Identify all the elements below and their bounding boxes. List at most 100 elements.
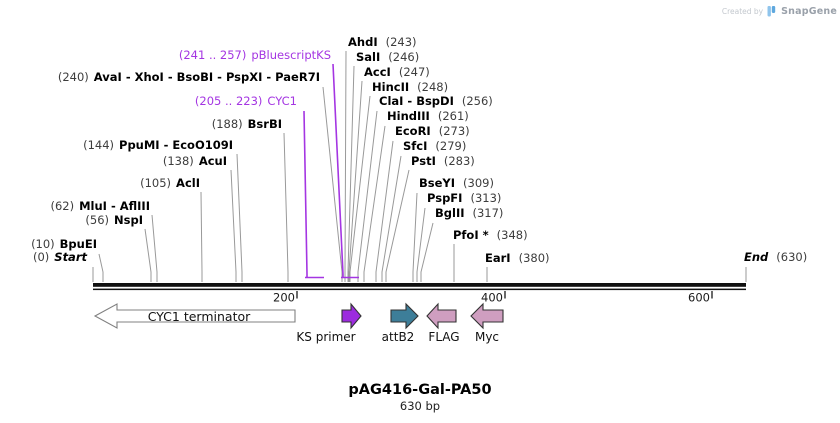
enzyme-name: PfoI *: [453, 228, 489, 242]
watermark: Created by SnapGene: [722, 5, 837, 18]
enzyme-name: BsrBI: [247, 117, 282, 131]
leader-nspi: [144, 228, 152, 282]
start-label: (0) Start: [33, 251, 87, 264]
enzyme-name: PstI: [411, 154, 436, 168]
enzyme-label-pfoi[interactable]: PfoI * (348): [453, 229, 528, 242]
feature-label-cyc1[interactable]: (205 .. 223) CYC1: [195, 95, 297, 108]
ks-primer-arrow[interactable]: [341, 302, 362, 330]
enzyme-label-pspfi[interactable]: PspFI (313): [427, 192, 501, 205]
enzyme-name: PpuMI - EcoO109I: [119, 138, 233, 152]
enzyme-name: SfcI: [403, 139, 428, 153]
enzyme-pos: (10): [31, 237, 55, 251]
enzyme-label-acci[interactable]: AccI (247): [364, 66, 430, 79]
enzyme-label-sfci[interactable]: SfcI (279): [403, 140, 466, 153]
enzyme-label-bglii[interactable]: BglII (317): [435, 207, 503, 220]
enzyme-pos: (188): [211, 117, 243, 131]
enzyme-label-nspi[interactable]: (56) NspI: [85, 214, 143, 227]
enzyme-label-psti[interactable]: PstI (283): [411, 155, 475, 168]
enzyme-pos: (283): [443, 154, 475, 168]
enzyme-pos: (105): [140, 176, 172, 190]
plasmid-length: 630 bp: [399, 399, 441, 413]
enzyme-name: EarI: [485, 251, 511, 265]
leader-bseyi: [412, 192, 418, 282]
leader-lines: [92, 50, 747, 282]
tick-label-400: 400: [481, 291, 503, 305]
myc-arrow[interactable]: [470, 302, 504, 330]
tick-label-200: 200: [273, 291, 295, 305]
myc-label[interactable]: Myc: [474, 330, 500, 344]
enzyme-name: AvaI - XhoI - BsoBI - PspXI - PaeR7I: [93, 70, 320, 84]
enzyme-label-ppumi-group[interactable]: (144) PpuMI - EcoO109I: [83, 139, 233, 152]
enzyme-label-acli[interactable]: (105) AclI: [140, 177, 200, 190]
enzyme-pos: (243): [385, 35, 417, 49]
cyc1-region-stem: [303, 110, 308, 277]
enzyme-pos: (273): [438, 124, 470, 138]
end-label: End (630): [744, 251, 807, 264]
enzyme-label-bpuei[interactable]: (10) BpuEI: [31, 238, 97, 251]
leader-psti: [385, 169, 410, 282]
enzyme-pos: (256): [461, 94, 493, 108]
enzyme-name: MluI - AflIII: [79, 199, 150, 213]
ks-primer-label[interactable]: KS primer: [296, 330, 356, 344]
enzyme-label-mlui-group[interactable]: (62) MluI - AflIII: [50, 200, 150, 213]
enzyme-label-ecori[interactable]: EcoRI (273): [395, 125, 470, 138]
enzyme-pos: (380): [518, 251, 550, 265]
enzyme-pos: (144): [83, 138, 115, 152]
flag-label[interactable]: FLAG: [428, 330, 460, 344]
feature-name: CYC1: [267, 94, 297, 108]
enzyme-label-bsrbi[interactable]: (188) BsrBI: [212, 118, 282, 131]
sequence-line: [93, 283, 746, 291]
enzyme-label-acui[interactable]: (138) AcuI: [163, 155, 227, 168]
plasmid-name: pAG416-Gal-PA50: [348, 382, 492, 398]
sequence-strand-top: [93, 283, 746, 287]
enzyme-name: ClaI - BspDI: [379, 94, 454, 108]
enzyme-pos: (317): [472, 206, 504, 220]
leader-acci: [348, 80, 363, 282]
title-block: pAG416-Gal-PA50 630 bp: [0, 382, 840, 413]
enzyme-name: HindIII: [387, 109, 430, 123]
enzyme-name: NspI: [114, 213, 143, 227]
enzyme-name: BseYI: [419, 176, 456, 190]
enzyme-name: AclI: [176, 176, 200, 190]
leader-acui: [230, 169, 237, 282]
enzyme-name: SalI: [356, 50, 381, 64]
enzyme-label-sali[interactable]: SalI (246): [356, 51, 419, 64]
ruler-ticks: [296, 291, 713, 299]
attb2-arrow[interactable]: [390, 302, 419, 330]
enzyme-label-avai-group[interactable]: (240) AvaI - XhoI - BsoBI - PspXI - PaeR7…: [58, 71, 320, 84]
feature-range: (205 .. 223): [194, 94, 263, 108]
enzyme-name: AcuI: [198, 154, 227, 168]
enzyme-name: EcoRI: [395, 124, 431, 138]
attb2-label[interactable]: attB2: [381, 330, 415, 344]
enzyme-pos: (62): [50, 199, 75, 213]
enzyme-name: BpuEI: [59, 237, 97, 251]
leader-hincii: [349, 95, 371, 282]
cyc1-terminator-arrow[interactable]: [93, 303, 296, 329]
cyc1-terminator-label[interactable]: CYC1 terminator: [147, 309, 251, 324]
feature-label-pbluescriptks[interactable]: (241 .. 257) pBluescriptKS: [179, 49, 331, 62]
enzyme-pos: (309): [463, 176, 494, 190]
enzyme-pos: (56): [85, 213, 110, 227]
end-pos: (630): [776, 250, 808, 264]
enzyme-label-eari[interactable]: EarI (380): [485, 252, 550, 265]
enzyme-name: HincII: [372, 80, 410, 94]
watermark-brand: SnapGene: [781, 6, 837, 17]
enzyme-pos: (348): [496, 228, 528, 242]
leader-bsrbi: [283, 132, 289, 282]
leader-avai: [322, 86, 343, 282]
ruler-labels: 200 400 600: [273, 291, 710, 305]
leader-bpuei: [98, 253, 104, 282]
leader-mlui: [151, 214, 158, 282]
enzyme-label-ahdi[interactable]: AhdI (243): [348, 36, 417, 49]
flag-arrow[interactable]: [426, 302, 457, 330]
enzyme-label-hindiii[interactable]: HindIII (261): [387, 110, 469, 123]
enzyme-label-hincii[interactable]: HincII (248): [372, 81, 448, 94]
enzyme-pos: (138): [162, 154, 194, 168]
region-brackets: [303, 63, 359, 279]
enzyme-label-clai-bspdi[interactable]: ClaI - BspDI (256): [379, 95, 493, 108]
start-pos: (0): [32, 250, 50, 264]
enzyme-pos: (240): [57, 70, 89, 84]
enzyme-label-bseyi[interactable]: BseYI (309): [419, 177, 494, 190]
leader-bglii: [420, 222, 434, 282]
